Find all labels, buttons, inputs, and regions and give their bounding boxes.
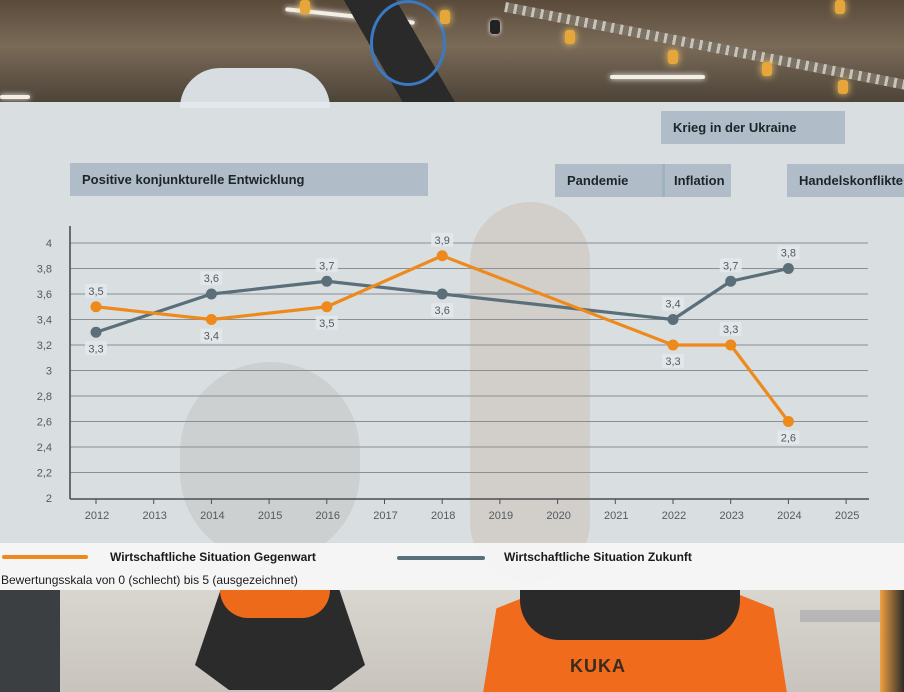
legend: Wirtschaftliche Situation Gegenwart Wirt…	[0, 543, 904, 571]
axes	[69, 226, 869, 500]
data-point	[667, 339, 679, 351]
data-label: 3,8	[781, 248, 796, 260]
y-tick-label: 2,6	[37, 417, 52, 429]
data-point	[90, 326, 102, 338]
x-tick-label: 2017	[373, 510, 397, 522]
y-tick-label: 3,6	[37, 289, 52, 301]
event-box: Handelskonflikte	[787, 164, 904, 197]
data-label: 3,6	[435, 305, 450, 317]
background-photo-bottom: KUKA	[0, 590, 904, 692]
legend-swatch-present	[2, 555, 88, 559]
data-point	[205, 288, 217, 300]
event-box: Inflation	[662, 164, 731, 197]
data-point	[667, 314, 679, 325]
x-tick-label: 2021	[604, 510, 628, 522]
y-tick-label: 3,4	[37, 315, 52, 327]
y-tick-label: 2,8	[37, 391, 52, 403]
x-tick-label: 2023	[719, 510, 743, 522]
data-point	[205, 314, 217, 325]
event-box: Positive konjunkturelle Entwicklung	[70, 163, 428, 196]
series-line-future	[95, 266, 789, 334]
data-point	[725, 339, 737, 351]
data-point	[321, 301, 333, 313]
data-label: 2,6	[781, 433, 796, 445]
series-line-present	[95, 254, 790, 423]
legend-label-present: Wirtschaftliche Situation Gegenwart	[110, 550, 316, 564]
x-tick-label: 2019	[489, 510, 513, 522]
x-tick-label: 2016	[316, 510, 340, 522]
scale-footnote: Bewertungsskala von 0 (schlecht) bis 5 (…	[0, 571, 904, 590]
data-label: 3,7	[723, 260, 738, 272]
data-label: 3,3	[665, 356, 680, 368]
data-labels: 3,3 3,6 3,7 3,6 3,4 3,7 3,8 3,5 3,4 3,5 3,9 3,3 3,3 2…	[85, 232, 800, 445]
data-label: 3,6	[204, 273, 219, 285]
data-label: 3,5	[319, 318, 334, 330]
y-tick-label: 4	[46, 238, 52, 250]
data-point	[90, 301, 102, 313]
data-series	[90, 250, 794, 427]
y-tick-label: 3	[46, 366, 52, 378]
x-tick-label: 2024	[777, 510, 801, 522]
y-tick-label: 3,8	[37, 264, 52, 276]
y-tick-label: 2	[46, 493, 52, 505]
y-axis-ticks: 2 2,2 2,4 2,6 2,8 3 3,2 3,4 3,6 3,8 4	[37, 238, 52, 505]
data-label: 3,9	[435, 235, 450, 247]
data-label: 3,4	[204, 331, 219, 343]
data-point	[436, 250, 448, 262]
legend-label-future: Wirtschaftliche Situation Zukunft	[504, 550, 692, 564]
x-tick-label: 2020	[546, 510, 570, 522]
event-box: Pandemie	[555, 164, 665, 197]
data-point	[782, 263, 794, 274]
data-label: 3,3	[88, 343, 103, 355]
data-label: 3,5	[88, 286, 103, 298]
x-axis-ticks: 2012 2013 2014 2015 2016 2017 2018 2019 2020 2021…	[85, 499, 859, 522]
x-tick-label: 2022	[662, 510, 686, 522]
x-tick-label: 2018	[431, 510, 455, 522]
data-point	[782, 416, 794, 427]
data-label: 3,3	[723, 324, 738, 336]
background-photo-top	[0, 0, 904, 108]
data-label: 3,4	[665, 299, 680, 311]
x-tick-label: 2014	[200, 510, 224, 522]
x-tick-label: 2025	[835, 510, 859, 522]
y-tick-label: 3,2	[37, 340, 52, 352]
data-label: 3,7	[319, 260, 334, 272]
x-tick-label: 2015	[258, 510, 282, 522]
event-box: Krieg in der Ukraine	[661, 111, 845, 144]
y-tick-label: 2,4	[37, 442, 52, 454]
x-tick-label: 2012	[85, 510, 109, 522]
legend-swatch-future	[397, 556, 485, 560]
data-point	[321, 275, 333, 287]
y-tick-label: 2,2	[37, 468, 52, 480]
data-point	[436, 288, 448, 300]
x-tick-label: 2013	[142, 510, 166, 522]
data-point	[725, 275, 737, 287]
